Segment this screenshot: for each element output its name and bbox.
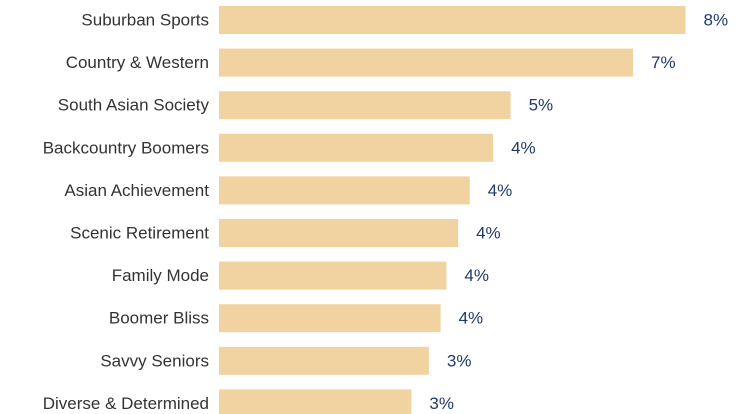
bar [219,6,686,34]
category-label: Suburban Sports [81,11,209,30]
category-label: South Asian Society [58,96,210,115]
category-label: Country & Western [66,53,209,72]
category-label: Savvy Seniors [100,351,209,370]
bar [219,389,412,414]
bar [219,346,429,375]
bar [219,219,459,247]
category-label: Scenic Retirement [70,224,209,243]
category-label: Boomer Bliss [109,309,209,328]
category-labels: Suburban Sports Country & Western South As… [43,11,210,413]
bar [219,48,633,77]
bar [219,261,447,290]
value-label: 5% [529,96,554,115]
bars-layer [219,6,686,414]
value-label: 7% [651,53,676,72]
value-label: 4% [511,138,536,157]
bar [219,176,470,205]
value-label: 3% [447,351,472,370]
value-label: 4% [488,181,513,200]
category-label: Family Mode [112,266,209,285]
category-label: Backcountry Boomers [43,138,209,157]
value-label: 8% [704,11,729,30]
bar [219,91,511,120]
category-label: Diverse & Determined [43,394,209,413]
bar [219,304,441,333]
value-label: 3% [429,394,454,413]
category-label: Asian Achievement [64,181,209,200]
value-label: 4% [476,224,501,243]
bar [219,133,494,162]
value-label: 4% [459,309,484,328]
value-label: 4% [464,266,489,285]
value-labels: 8% 7% 5% 4% 4% 4% 4% 4% 3% 3% [429,11,728,413]
